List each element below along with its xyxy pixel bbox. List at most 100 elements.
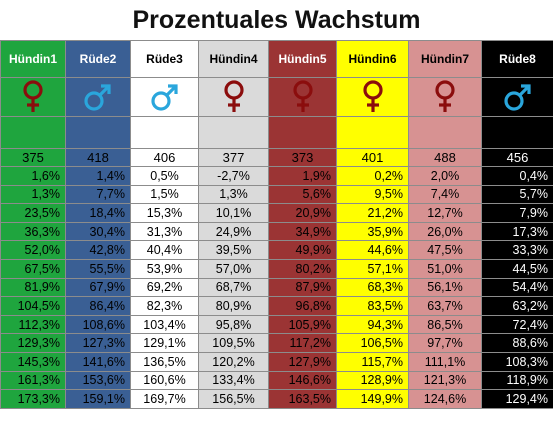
male-icon bbox=[130, 77, 199, 117]
value-cell: 24,9% bbox=[198, 221, 269, 242]
value-cell: 40,4% bbox=[130, 240, 199, 260]
value-cell: 118,9% bbox=[481, 370, 553, 391]
value-cell: 129,4% bbox=[481, 389, 553, 409]
value-cell: 7,7% bbox=[65, 184, 131, 205]
value-cell: 33,3% bbox=[481, 240, 553, 260]
symbol-row bbox=[0, 77, 553, 117]
value-cell: 67,9% bbox=[65, 277, 131, 298]
value-cell: 94,3% bbox=[336, 314, 409, 335]
value-cell: 30,4% bbox=[65, 221, 131, 242]
value-cell: 69,2% bbox=[130, 277, 199, 298]
value-cell: 0,5% bbox=[130, 166, 199, 186]
value-cell: 129,3% bbox=[0, 333, 66, 353]
value-cell: 42,8% bbox=[65, 240, 131, 260]
value-cell: 159,1% bbox=[65, 389, 131, 409]
header-row: Hündin1 Rüde2 Rüde3 Hündin4 Hündin5 Hündin6 Hü… bbox=[0, 40, 553, 78]
value-cell: 39,5% bbox=[198, 240, 269, 260]
table-row: 36,3% 30,4% 31,3% 24,9% 34,9% 35,9% 26,0% 17,3% bbox=[0, 221, 553, 242]
value-cell: 145,3% bbox=[0, 351, 66, 372]
blank-row bbox=[0, 116, 553, 149]
value-cell: 67,5% bbox=[0, 258, 66, 279]
count-cell: 488 bbox=[408, 148, 482, 167]
value-cell: 108,6% bbox=[65, 314, 131, 335]
female-icon bbox=[198, 77, 269, 117]
table-row: 1,3% 7,7% 1,5% 1,3% 5,6% 9,5% 7,4% 5,7% bbox=[0, 184, 553, 205]
value-cell: 106,5% bbox=[336, 333, 409, 353]
value-cell: 129,1% bbox=[130, 333, 199, 353]
value-cell: 68,3% bbox=[336, 277, 409, 298]
value-cell: 44,6% bbox=[336, 240, 409, 260]
value-cell: 141,6% bbox=[65, 351, 131, 372]
value-cell: 7,9% bbox=[481, 203, 553, 223]
value-cell: 111,1% bbox=[408, 351, 482, 372]
value-cell: 0,4% bbox=[481, 166, 553, 186]
table-row: 112,3% 108,6% 103,4% 95,8% 105,9% 94,3% 86,5% 7… bbox=[0, 314, 553, 335]
value-cell: 127,9% bbox=[268, 351, 337, 372]
value-cell: 47,5% bbox=[408, 240, 482, 260]
count-cell: 418 bbox=[65, 148, 131, 167]
value-cell: 7,4% bbox=[408, 184, 482, 205]
growth-table: Hündin1 Rüde2 Rüde3 Hündin4 Hündin5 Hündin6 Hü… bbox=[0, 40, 553, 409]
count-cell: 456 bbox=[481, 148, 553, 167]
value-cell: 128,9% bbox=[336, 370, 409, 391]
column-header: Rüde3 bbox=[130, 40, 199, 78]
table-row: 52,0% 42,8% 40,4% 39,5% 49,9% 44,6% 47,5% 33,3% bbox=[0, 240, 553, 260]
value-cell: 124,6% bbox=[408, 389, 482, 409]
value-cell: 63,7% bbox=[408, 296, 482, 316]
value-cell: 34,9% bbox=[268, 221, 337, 242]
value-cell: 173,3% bbox=[0, 389, 66, 409]
value-cell: 1,3% bbox=[198, 184, 269, 205]
value-cell: 15,3% bbox=[130, 203, 199, 223]
value-cell: 160,6% bbox=[130, 370, 199, 391]
value-cell: 97,7% bbox=[408, 333, 482, 353]
value-cell: 1,3% bbox=[0, 184, 66, 205]
value-cell: 1,5% bbox=[130, 184, 199, 205]
table-row: 23,5% 18,4% 15,3% 10,1% 20,9% 21,2% 12,7% 7,9% bbox=[0, 203, 553, 223]
female-icon bbox=[408, 77, 482, 117]
value-cell: 1,9% bbox=[268, 166, 337, 186]
blank-cell bbox=[0, 116, 66, 149]
value-cell: 146,6% bbox=[268, 370, 337, 391]
value-cell: 36,3% bbox=[0, 221, 66, 242]
value-cell: 88,6% bbox=[481, 333, 553, 353]
value-cell: 53,9% bbox=[130, 258, 199, 279]
column-header: Hündin5 bbox=[268, 40, 337, 78]
value-cell: 55,5% bbox=[65, 258, 131, 279]
female-icon bbox=[0, 77, 66, 117]
value-cell: 117,2% bbox=[268, 333, 337, 353]
value-cell: 136,5% bbox=[130, 351, 199, 372]
value-cell: 56,1% bbox=[408, 277, 482, 298]
value-cell: 82,3% bbox=[130, 296, 199, 316]
count-cell: 401 bbox=[336, 148, 409, 167]
male-icon bbox=[481, 77, 553, 117]
column-header: Hündin6 bbox=[336, 40, 409, 78]
female-icon bbox=[268, 77, 337, 117]
female-icon bbox=[336, 77, 409, 117]
table-row: 1,6% 1,4% 0,5% -2,7% 1,9% 0,2% 2,0% 0,4% bbox=[0, 166, 553, 186]
value-cell: 80,9% bbox=[198, 296, 269, 316]
column-header: Hündin1 bbox=[0, 40, 66, 78]
value-cell: 127,3% bbox=[65, 333, 131, 353]
value-cell: 83,5% bbox=[336, 296, 409, 316]
table-row: 104,5% 86,4% 82,3% 80,9% 96,8% 83,5% 63,7% 63,2… bbox=[0, 296, 553, 316]
value-cell: 20,9% bbox=[268, 203, 337, 223]
blank-cell bbox=[268, 116, 337, 149]
page-title: Prozentuales Wachstum bbox=[132, 6, 421, 34]
value-cell: 169,7% bbox=[130, 389, 199, 409]
table-row: 81,9% 67,9% 69,2% 68,7% 87,9% 68,3% 56,1% 54,4% bbox=[0, 277, 553, 298]
value-cell: 10,1% bbox=[198, 203, 269, 223]
value-cell: 9,5% bbox=[336, 184, 409, 205]
value-cell: 5,7% bbox=[481, 184, 553, 205]
value-cell: 63,2% bbox=[481, 296, 553, 316]
value-cell: 115,7% bbox=[336, 351, 409, 372]
value-cell: 17,3% bbox=[481, 221, 553, 242]
value-cell: 52,0% bbox=[0, 240, 66, 260]
value-cell: 2,0% bbox=[408, 166, 482, 186]
value-cell: 1,6% bbox=[0, 166, 66, 186]
table-row: 145,3% 141,6% 136,5% 120,2% 127,9% 115,7% 111,… bbox=[0, 351, 553, 372]
value-cell: 12,7% bbox=[408, 203, 482, 223]
value-cell: 49,9% bbox=[268, 240, 337, 260]
value-cell: 112,3% bbox=[0, 314, 66, 335]
value-cell: 120,2% bbox=[198, 351, 269, 372]
count-row: 375 418 406 377 373 401 488 456 bbox=[0, 148, 553, 167]
